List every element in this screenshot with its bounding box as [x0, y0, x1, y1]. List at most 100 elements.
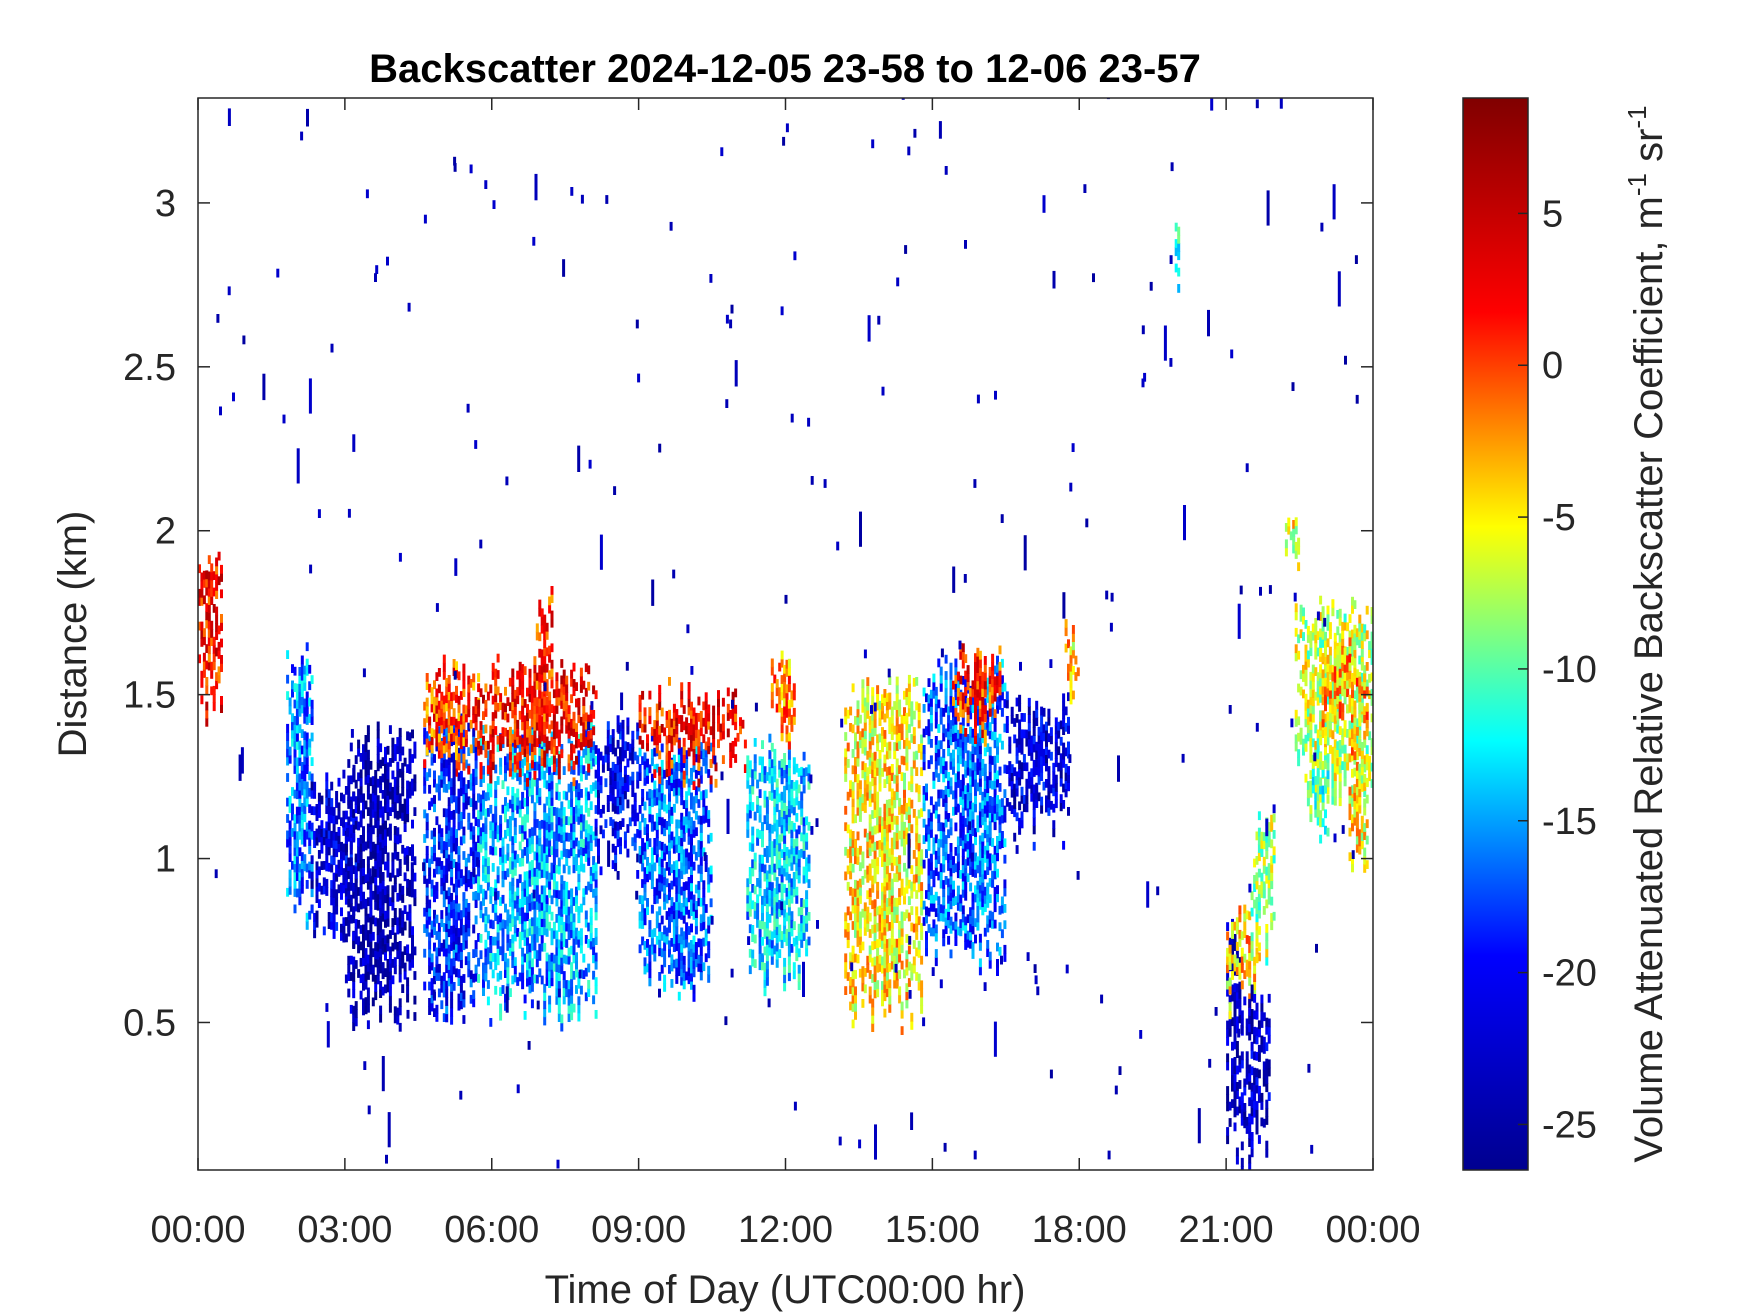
heatmap-cell [545, 829, 549, 839]
heatmap-cell [335, 791, 339, 800]
heatmap-cell [871, 695, 875, 705]
heatmap-cell [523, 896, 527, 905]
heatmap-cell [562, 971, 566, 980]
heatmap-cell [293, 871, 297, 881]
heatmap-cell [775, 827, 779, 837]
heatmap-cell [450, 827, 454, 837]
heatmap-cell [398, 941, 402, 950]
heatmap-cell [489, 960, 493, 970]
heatmap-cell [658, 791, 662, 801]
heatmap-cell [479, 688, 483, 698]
heatmap-cell [599, 809, 603, 818]
heatmap-cell [692, 902, 696, 912]
heatmap-cell [332, 831, 336, 841]
heatmap-cell [851, 888, 855, 898]
heatmap-cell [802, 924, 806, 933]
heatmap-cell [491, 728, 495, 738]
heatmap-cell [327, 912, 331, 921]
heatmap-cell [293, 740, 297, 750]
heatmap-cell [638, 895, 642, 904]
heatmap-cell [388, 962, 392, 972]
heatmap-cell [861, 974, 865, 984]
heatmap-cell [780, 881, 784, 891]
heatmap-cell [587, 758, 591, 768]
heatmap-cell [589, 842, 593, 852]
heatmap-cell [567, 1005, 571, 1014]
heatmap-cell [315, 894, 319, 903]
heatmap-cell [863, 910, 867, 920]
heatmap-cell [881, 964, 884, 974]
heatmap-cell [555, 705, 559, 714]
heatmap-cell [295, 708, 299, 718]
heatmap-cell [381, 970, 385, 980]
heatmap-cell [337, 810, 341, 820]
heatmap-cell [543, 992, 547, 1001]
heatmap-cell [575, 837, 578, 847]
heatmap-cell [445, 947, 449, 957]
heatmap-cell [462, 704, 466, 714]
heatmap-cell [393, 1014, 397, 1024]
heatmap-cell [425, 854, 429, 863]
heatmap-cell [315, 828, 319, 838]
heatmap-cell [890, 796, 894, 806]
heatmap-cell [376, 975, 380, 985]
heatmap-cell [802, 915, 806, 925]
heatmap-cell [200, 670, 204, 680]
heatmap-cell [641, 740, 645, 749]
heatmap-cell [687, 723, 691, 732]
heatmap-cell [413, 774, 417, 784]
heatmap-cell [783, 908, 787, 918]
heatmap-cell [746, 820, 750, 830]
heatmap-cell [898, 806, 902, 815]
heatmap-cell [697, 778, 701, 788]
heatmap-cell [464, 730, 468, 739]
heatmap-cell [765, 919, 769, 929]
heatmap-cell [472, 793, 476, 803]
heatmap-cell [362, 998, 365, 1008]
heatmap-cell [785, 863, 789, 873]
heatmap-cell [303, 682, 307, 691]
heatmap-cell [295, 683, 299, 693]
heatmap-cell [694, 958, 698, 968]
heatmap-cell [868, 781, 872, 791]
heatmap-cell [452, 728, 456, 737]
heatmap-cell [677, 909, 681, 919]
heatmap-cell [491, 920, 495, 930]
heatmap-cell [849, 723, 853, 732]
heatmap-cell [898, 896, 902, 906]
heatmap-cell [435, 742, 439, 752]
heatmap-cell [504, 764, 507, 774]
heatmap-cell [704, 814, 708, 823]
heatmap-cell [577, 996, 581, 1006]
heatmap-cell [675, 925, 679, 935]
heatmap-cell [452, 826, 456, 836]
heatmap-cell [597, 756, 600, 766]
heatmap-cell [699, 955, 703, 964]
heatmap-cell [638, 911, 642, 921]
heatmap-cell [530, 868, 534, 877]
heatmap-cell [687, 852, 691, 862]
heatmap-cell [455, 743, 458, 753]
heatmap-cell [557, 890, 561, 900]
heatmap-cell [685, 824, 689, 833]
heatmap-cell [295, 806, 299, 816]
heatmap-cell [467, 878, 471, 888]
heatmap-cell [655, 911, 659, 921]
heatmap-cell [293, 904, 297, 914]
heatmap-cell [467, 903, 471, 912]
heatmap-cell [668, 924, 671, 933]
heatmap-cell [758, 756, 762, 766]
heatmap-cell [393, 1006, 397, 1016]
heatmap-cell [295, 700, 299, 709]
heatmap-cell [646, 898, 649, 907]
heatmap-cell [450, 942, 454, 951]
heatmap-cell [447, 691, 451, 701]
heatmap-cell [572, 728, 576, 737]
heatmap-cell [907, 674, 911, 684]
heatmap-cell [496, 653, 500, 663]
heatmap-cell [313, 781, 317, 791]
heatmap-cell [807, 764, 811, 774]
heatmap-cell [660, 825, 664, 835]
heatmap-cell [677, 877, 681, 886]
heatmap-cell [670, 735, 674, 744]
